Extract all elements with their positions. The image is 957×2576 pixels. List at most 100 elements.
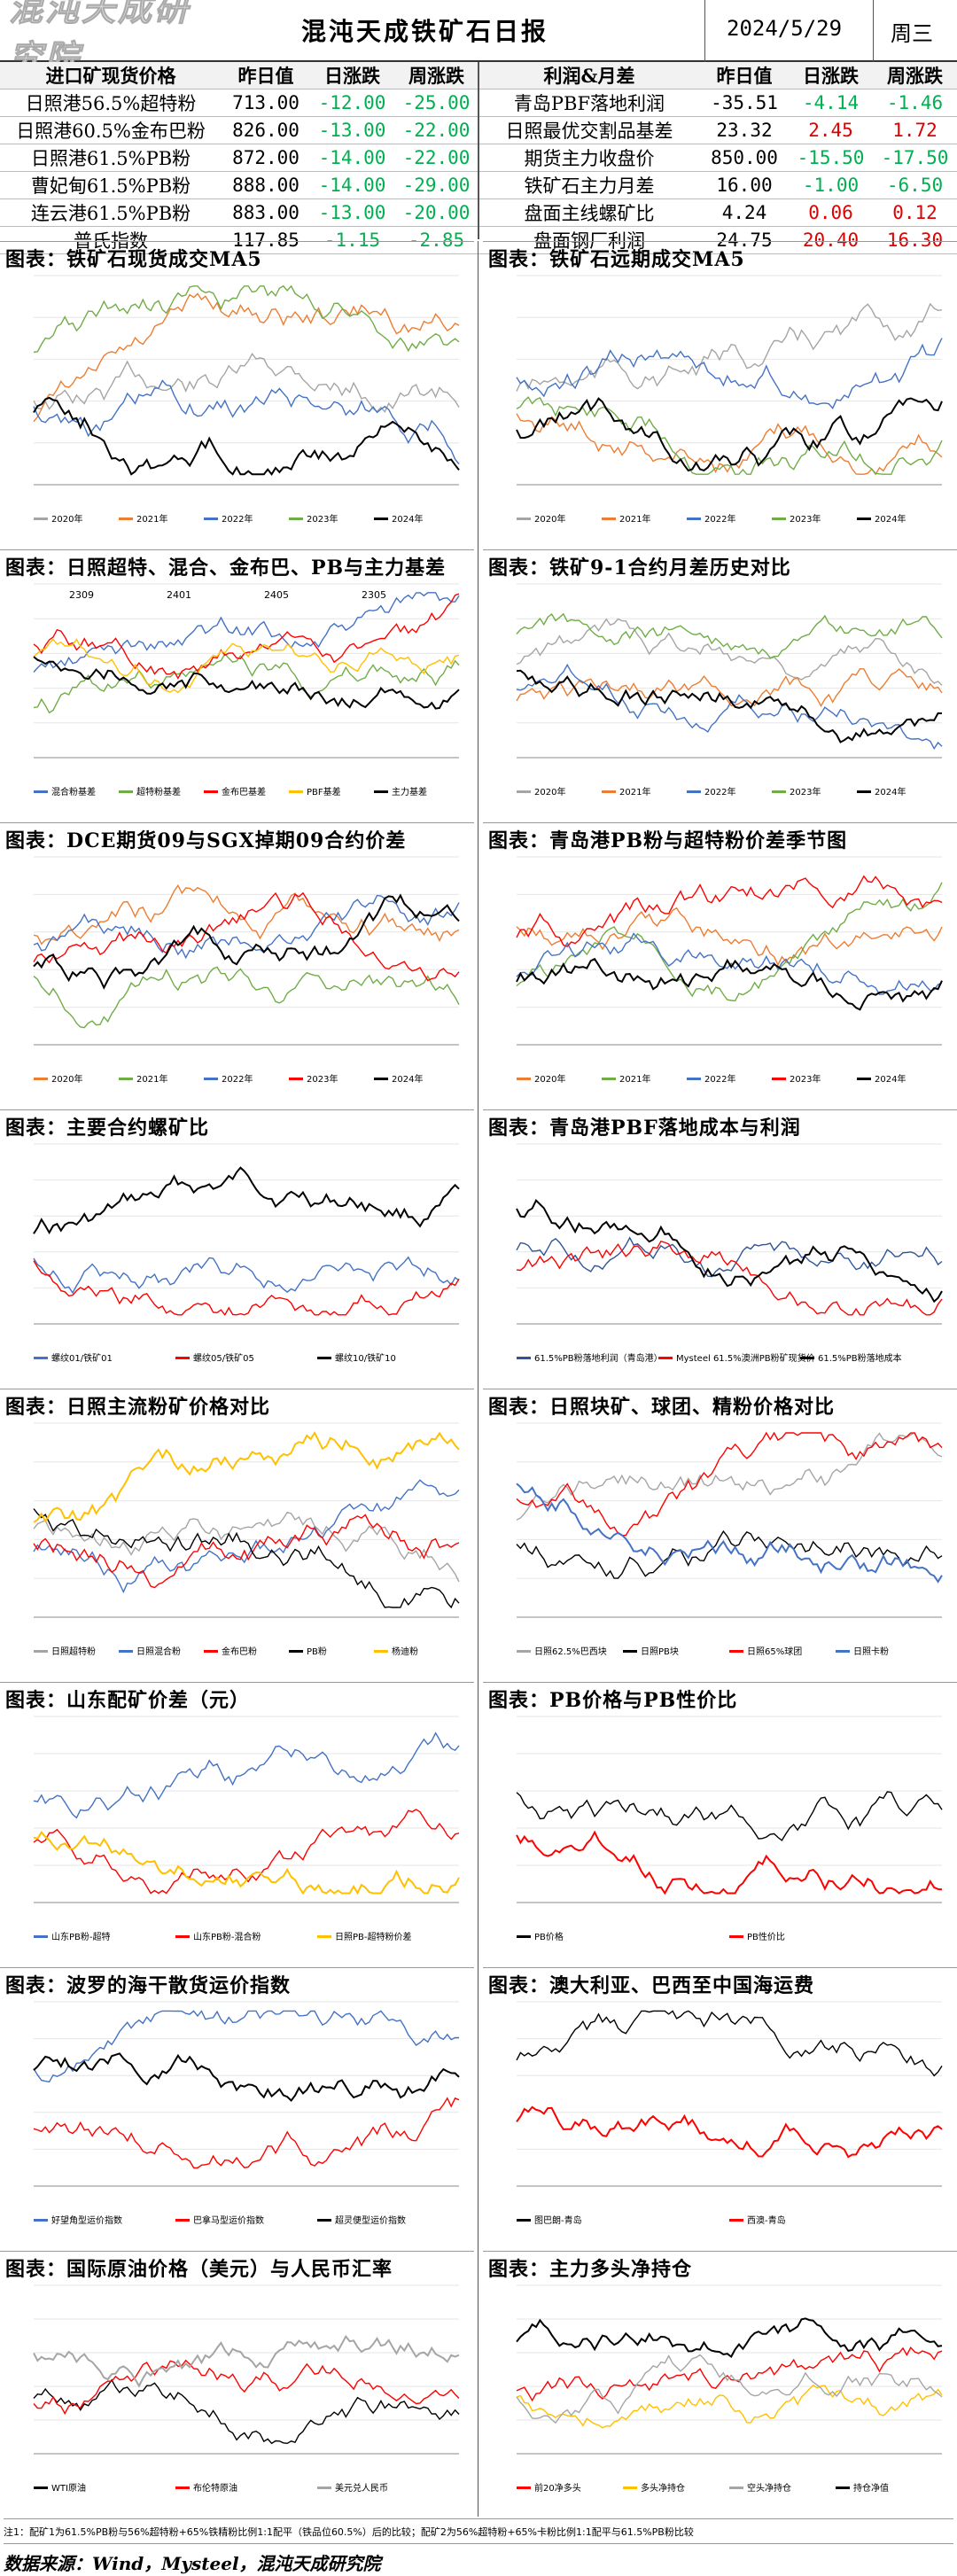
- series-line: [516, 618, 943, 686]
- table-row: 青岛PBF落地利润 -35.51 -4.14 -1.46: [478, 89, 957, 117]
- cell-value: 4.24: [700, 198, 789, 227]
- series-line: [516, 1830, 943, 1895]
- table-row: 普氏指数 117.85 -1.15 -2.85: [0, 226, 478, 254]
- series-line: [33, 891, 460, 982]
- chart-title: 图表：主力多头净持仓: [488, 2258, 693, 2281]
- legend-label: 螺纹01/铁矿01: [51, 1352, 113, 1364]
- cell-value: -6.50: [873, 171, 957, 199]
- cell-value: 713.00: [222, 89, 310, 117]
- table-header: 进口矿现货价格: [0, 62, 222, 89]
- table-row: 连云港61.5%PB粉 883.00 -13.00 -20.00: [0, 198, 478, 227]
- cell-value: -4.14: [789, 89, 873, 117]
- cell-value: -22.00: [394, 116, 478, 144]
- cell-value: -1.46: [873, 89, 957, 117]
- legend-label: 2021年: [619, 513, 650, 525]
- legend-label: 2024年: [875, 786, 906, 798]
- legend-label: 61.5%PB粉落地成本: [818, 1352, 902, 1364]
- legend-swatch: [836, 1650, 850, 1653]
- cell-value: -15.50: [789, 144, 873, 172]
- cell-value: 883.00: [222, 198, 310, 227]
- cell-value: 850.00: [700, 144, 789, 172]
- legend-label: 日照混合粉: [136, 1646, 181, 1657]
- series-line: [33, 1508, 460, 1609]
- series-line: [33, 894, 460, 960]
- series-line: [33, 592, 460, 673]
- chart-plot: 日照超特粉 日照混合粉 金布巴粉 PB粉 杨迪粉: [33, 1422, 460, 1657]
- legend-label: 混合粉基差: [51, 786, 96, 798]
- data-source: 数据来源：Wind，Mysteel，混沌天成研究院: [4, 2543, 953, 2575]
- legend-swatch: [289, 1650, 303, 1653]
- legend-label: 杨迪粉: [392, 1646, 418, 1657]
- row-label: 铁矿石主力月差: [478, 171, 700, 199]
- cell-value: -13.00: [310, 198, 394, 227]
- row-label: 曹妃甸61.5%PB粉: [0, 171, 222, 199]
- legend-swatch: [34, 790, 48, 793]
- legend-swatch: [175, 1357, 190, 1359]
- legend-label: 美元兑人民币: [335, 2482, 388, 2494]
- legend-swatch: [317, 2487, 331, 2489]
- series-line: [516, 932, 943, 995]
- chart-annotation: 2305: [362, 589, 386, 601]
- legend-label: 前20净多头: [534, 2482, 581, 2494]
- legend-label: 西澳-青岛: [747, 2214, 786, 2226]
- legend-swatch: [119, 1650, 133, 1653]
- chart-plot: 2020年 2021年 2022年 2023年 2024年: [516, 275, 943, 525]
- series-line: [516, 612, 943, 659]
- cell-value: 0.12: [873, 198, 957, 227]
- legend-label: 2021年: [136, 513, 167, 525]
- series-line: [516, 667, 943, 708]
- table-row: 铁矿石主力月差 16.00 -1.00 -6.50: [478, 171, 957, 199]
- chart-panel: 图表：澳大利亚、巴西至中国海运费图巴朗-青岛 西澳-青岛: [483, 1967, 957, 2244]
- series-line: [33, 396, 460, 476]
- table-header: 日涨跌: [310, 62, 394, 89]
- row-label: 盘面主线螺矿比: [478, 198, 700, 227]
- series-line: [33, 656, 460, 710]
- legend-label: 2021年: [619, 1073, 650, 1085]
- table-row: 期货主力收盘价 850.00 -15.50 -17.50: [478, 144, 957, 172]
- legend-swatch: [729, 1650, 743, 1653]
- legend-label: 2022年: [704, 1073, 735, 1085]
- series-line: [516, 1199, 943, 1304]
- chart-plot: 61.5%PB粉落地利润（青岛港） Mysteel 61.5%澳洲PB粉矿现货价 6…: [516, 1143, 943, 1364]
- legend-swatch: [836, 2487, 850, 2489]
- chart-plot: 好望角型运价指数 巴拿马型运价指数 超灵便型运价指数: [33, 2001, 460, 2226]
- legend-label: 2023年: [307, 1073, 338, 1085]
- series-line: [33, 1166, 460, 1235]
- series-line: [516, 2354, 943, 2424]
- series-line: [33, 1511, 460, 1583]
- cell-value: 0.06: [789, 198, 873, 227]
- chart-title: 图表：铁矿石远期成交MA5: [488, 248, 745, 271]
- chart-title: 图表：山东配矿价差（元）: [5, 1689, 251, 1712]
- chart-annotation: 2309: [69, 589, 94, 601]
- chart-title: 图表：澳大利亚、巴西至中国海运费: [488, 1974, 815, 1997]
- chart-plot: 图巴朗-青岛 西澳-青岛: [516, 2001, 943, 2226]
- cell-value: -17.50: [873, 144, 957, 172]
- table-header: 日涨跌: [789, 62, 873, 89]
- profit-spread-table: 利润&月差 昨日值 日涨跌 周涨跌 青岛PBF落地利润 -35.51 -4.14 -1.46 日…: [478, 62, 957, 254]
- header: 混沌天成研究院 混沌天成铁矿石日报 2024/5/29 周三: [0, 0, 957, 78]
- legend-label: 日照卡粉: [853, 1646, 889, 1657]
- series-line: [516, 875, 943, 947]
- legend-label: 主力基差: [392, 786, 427, 798]
- legend-label: 2022年: [222, 1073, 253, 1085]
- legend-label: 2023年: [790, 1073, 821, 1085]
- legend-label: 布伦特原油: [193, 2482, 237, 2494]
- legend-label: 2022年: [704, 786, 735, 798]
- cell-value: 888.00: [222, 171, 310, 199]
- legend-label: 2020年: [534, 786, 565, 798]
- table-header: 利润&月差: [478, 62, 700, 89]
- legend-label: 好望角型运价指数: [51, 2214, 122, 2226]
- series-line: [516, 397, 943, 472]
- cell-value: -29.00: [394, 171, 478, 199]
- cell-value: -20.00: [394, 198, 478, 227]
- legend-swatch: [687, 790, 701, 793]
- series-line: [516, 669, 943, 743]
- cell-value: -35.51: [700, 89, 789, 117]
- legend-swatch: [772, 790, 786, 793]
- legend-swatch: [729, 2219, 743, 2222]
- series-line: [516, 1431, 943, 1537]
- series-line: [33, 2334, 460, 2388]
- legend-swatch: [34, 2219, 48, 2222]
- series-line: [516, 396, 943, 475]
- legend-label: PBF基差: [307, 786, 341, 798]
